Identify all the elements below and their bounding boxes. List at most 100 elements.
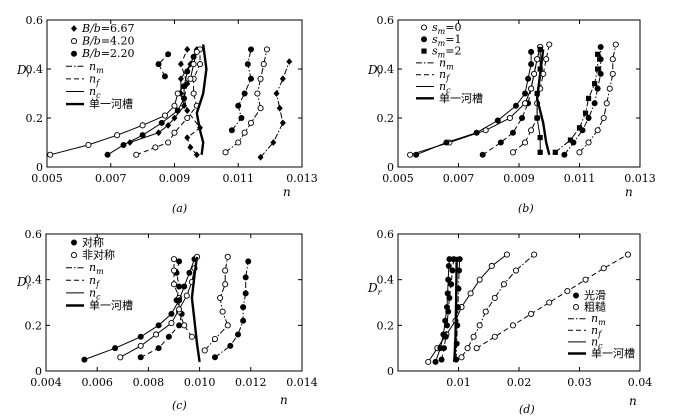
data-point	[104, 151, 111, 158]
legend-label: nc	[89, 85, 101, 100]
y-tick-label: 0.2	[25, 319, 43, 332]
data-point	[519, 115, 526, 122]
legend-marker	[70, 38, 78, 45]
plot-frame	[45, 233, 303, 372]
data-point	[263, 46, 270, 53]
data-point	[187, 75, 194, 82]
x-tick-label: 0.009	[503, 172, 535, 185]
data-point	[458, 354, 465, 361]
data-point	[222, 281, 229, 288]
data-point	[181, 83, 188, 90]
y-tick-label: 0	[35, 365, 42, 378]
y-tick-label: 0.4	[377, 274, 395, 287]
data-curve	[47, 48, 200, 158]
data-point	[222, 149, 229, 156]
x-tick-label: 0.012	[235, 376, 267, 389]
data-point	[503, 251, 510, 258]
data-point	[152, 144, 159, 151]
data-point	[585, 95, 592, 101]
legend-label: B/b=2.20	[81, 47, 135, 60]
data-point	[137, 333, 144, 340]
legend-marker	[420, 36, 427, 43]
data-point	[176, 322, 183, 329]
legend-label: 单一河槽	[89, 299, 133, 312]
data-point	[509, 322, 517, 329]
data-point	[155, 345, 162, 352]
data-curve	[257, 58, 293, 161]
data-point	[114, 132, 121, 139]
x-tick-label: 0.02	[507, 376, 532, 389]
data-point	[438, 356, 445, 363]
data-point	[245, 258, 252, 265]
y-tick-label: 0.4	[25, 274, 43, 287]
data-point	[176, 283, 183, 290]
data-point	[479, 151, 486, 158]
data-point	[247, 46, 254, 53]
data-point	[473, 345, 480, 352]
data-point	[509, 149, 517, 156]
panel-label: (c)	[172, 399, 187, 412]
x-tick-label: 0.013	[624, 172, 656, 185]
data-point	[81, 356, 88, 363]
data-point	[446, 294, 453, 301]
data-point	[279, 75, 286, 83]
legend-label: 粗糙	[584, 300, 606, 314]
data-point	[224, 253, 231, 260]
legend-label: B/b=4.20	[81, 35, 135, 48]
data-curve	[201, 253, 231, 354]
data-point	[170, 267, 178, 274]
data-point	[257, 105, 264, 112]
data-curve	[413, 48, 535, 158]
data-point	[528, 127, 535, 134]
series-line	[195, 44, 208, 155]
x-tick-label: 0.010	[184, 376, 216, 389]
y-axis-label: Dr	[367, 63, 383, 79]
data-point	[606, 85, 613, 92]
data-point	[543, 56, 550, 63]
data-point	[407, 151, 414, 158]
series-line	[461, 254, 535, 358]
data-point	[561, 151, 568, 158]
series-line	[140, 261, 183, 358]
legend-label: nc	[439, 80, 451, 95]
data-point	[165, 51, 172, 58]
legend-label: nm	[89, 60, 104, 75]
series-line	[453, 256, 458, 362]
data-point	[494, 117, 501, 124]
data-point	[170, 256, 178, 263]
data-point	[525, 75, 532, 82]
data-curve	[211, 258, 252, 361]
data-point	[117, 354, 124, 361]
data-point	[240, 317, 247, 324]
y-tick-label: 0.2	[377, 319, 395, 332]
data-point	[576, 125, 583, 131]
data-point	[174, 107, 181, 114]
data-point	[473, 129, 480, 136]
data-curve	[190, 256, 201, 363]
data-point	[449, 267, 456, 274]
series-line	[190, 256, 201, 363]
x-tick-label: 0.007	[95, 172, 127, 185]
data-point	[491, 294, 498, 301]
data-curve	[195, 44, 208, 155]
data-point	[597, 43, 604, 50]
data-point	[234, 331, 241, 338]
data-point	[512, 102, 519, 109]
series-line	[50, 51, 198, 156]
data-point	[244, 61, 251, 68]
data-point	[184, 68, 191, 75]
data-point	[585, 139, 592, 146]
data-point	[440, 345, 447, 352]
legend-label: nm	[439, 56, 454, 71]
chart-panel-b: 0 0.2 0.4 0.6 0.005 0.007 0.009 0.011 0.013 Dr n (b…	[367, 14, 656, 215]
x-tick-label: 0.004	[30, 376, 62, 389]
data-point	[444, 322, 451, 329]
data-point	[595, 51, 601, 57]
legend-label: 单一河槽	[591, 347, 635, 360]
y-axis-label: Dr	[367, 281, 383, 297]
data-point	[184, 80, 191, 88]
legend-label: 单一河槽	[89, 98, 133, 111]
data-curve	[177, 46, 203, 159]
y-axis-label: Dr	[16, 275, 32, 291]
